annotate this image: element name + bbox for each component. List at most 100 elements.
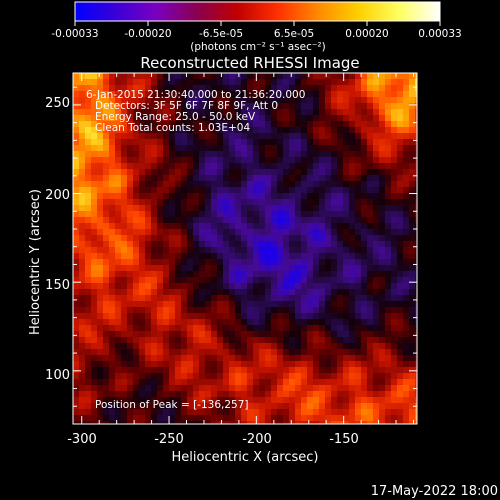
- heatmap-cell: [217, 271, 224, 278]
- heatmap-cell: [295, 295, 302, 302]
- heatmap-cell: [121, 211, 128, 218]
- heatmap-cell: [229, 277, 236, 284]
- heatmap-cell: [271, 415, 278, 422]
- heatmap-cell: [367, 379, 374, 386]
- heatmap-cell: [157, 175, 164, 182]
- heatmap-cell: [127, 385, 134, 392]
- heatmap-cell: [391, 415, 398, 422]
- heatmap-cell: [127, 85, 134, 92]
- heatmap-cell: [373, 133, 380, 140]
- heatmap-cell: [241, 337, 248, 344]
- heatmap-cell: [127, 415, 134, 422]
- heatmap-cell: [217, 181, 224, 188]
- heatmap-cell: [277, 133, 284, 140]
- heatmap-cell: [397, 85, 404, 92]
- heatmap-cell: [277, 295, 284, 302]
- heatmap-cell: [79, 175, 86, 182]
- heatmap-cell: [379, 223, 386, 230]
- heatmap-cell: [349, 373, 356, 380]
- axis-ticks: [73, 73, 417, 424]
- heatmap-cell: [289, 121, 296, 128]
- heatmap-cell: [325, 325, 332, 332]
- heatmap-cell: [385, 235, 392, 242]
- heatmap-cell: [343, 259, 350, 266]
- heatmap-cell: [391, 139, 398, 146]
- heatmap-cell: [157, 319, 164, 326]
- heatmap-cell: [109, 211, 116, 218]
- heatmap-cell: [373, 313, 380, 320]
- heatmap-cell: [259, 361, 266, 368]
- heatmap-cell: [265, 199, 272, 206]
- heatmap-cell: [103, 397, 110, 404]
- heatmap-cell: [103, 175, 110, 182]
- heatmap-cell: [295, 145, 302, 152]
- heatmap-cell: [133, 397, 140, 404]
- heatmap-cell: [211, 367, 218, 374]
- heatmap-cell: [379, 229, 386, 236]
- heatmap-cell: [289, 163, 296, 170]
- heatmap-cell: [343, 289, 350, 296]
- heatmap-cell: [151, 139, 158, 146]
- heatmap-cell: [193, 391, 200, 398]
- heatmap-cell: [145, 127, 152, 134]
- heatmap-cell: [331, 397, 338, 404]
- heatmap-cell: [109, 223, 116, 230]
- heatmap-cell: [253, 115, 260, 122]
- heatmap-cell: [223, 373, 230, 380]
- heatmap-cell: [121, 169, 128, 176]
- heatmap-cell: [247, 349, 254, 356]
- heatmap-cell: [247, 373, 254, 380]
- heatmap-cell: [133, 115, 140, 122]
- heatmap-cell: [313, 367, 320, 374]
- heatmap-cell: [259, 325, 266, 332]
- heatmap-cell: [247, 271, 254, 278]
- heatmap-cell: [277, 229, 284, 236]
- heatmap-cell: [253, 319, 260, 326]
- heatmap-cell: [241, 181, 248, 188]
- heatmap-cell: [355, 139, 362, 146]
- heatmap-cell: [319, 301, 326, 308]
- heatmap-cell: [127, 409, 134, 416]
- heatmap-cell: [247, 379, 254, 386]
- heatmap-cell: [235, 265, 242, 272]
- heatmap-cell: [211, 421, 218, 424]
- heatmap-cell: [349, 73, 356, 80]
- heatmap-cell: [205, 115, 212, 122]
- heatmap-cell: [163, 241, 170, 248]
- heatmap-cell: [409, 259, 416, 266]
- heatmap-cell: [151, 403, 158, 410]
- heatmap-cell: [175, 211, 182, 218]
- heatmap-cell: [133, 133, 140, 140]
- heatmap-cell: [121, 421, 128, 424]
- heatmap-cell: [235, 247, 242, 254]
- heatmap-cell: [325, 385, 332, 392]
- heatmap-cell: [169, 367, 176, 374]
- heatmap-cell: [241, 157, 248, 164]
- heatmap-cell: [109, 73, 116, 80]
- heatmap-cell: [343, 265, 350, 272]
- heatmap-cell: [151, 151, 158, 158]
- heatmap-cell: [133, 217, 140, 224]
- heatmap-cell: [187, 151, 194, 158]
- heatmap-cell: [415, 361, 417, 368]
- heatmap-cell: [337, 409, 344, 416]
- heatmap-cell: [175, 127, 182, 134]
- heatmap-cell: [91, 169, 98, 176]
- heatmap-cell: [73, 139, 80, 146]
- heatmap-cell: [259, 145, 266, 152]
- heatmap-cell: [403, 103, 410, 110]
- heatmap-cell: [391, 421, 398, 424]
- heatmap-cell: [319, 391, 326, 398]
- heatmap-cell: [193, 175, 200, 182]
- heatmap-cell: [391, 253, 398, 260]
- heatmap-cell: [163, 187, 170, 194]
- heatmap-cell: [91, 199, 98, 206]
- heatmap-cell: [175, 223, 182, 230]
- heatmap-cell: [331, 205, 338, 212]
- heatmap-cell: [151, 85, 158, 92]
- heatmap-cell: [109, 217, 116, 224]
- heatmap-cell: [313, 361, 320, 368]
- heatmap-cell: [181, 271, 188, 278]
- heatmap-cell: [295, 331, 302, 338]
- heatmap-cell: [181, 151, 188, 158]
